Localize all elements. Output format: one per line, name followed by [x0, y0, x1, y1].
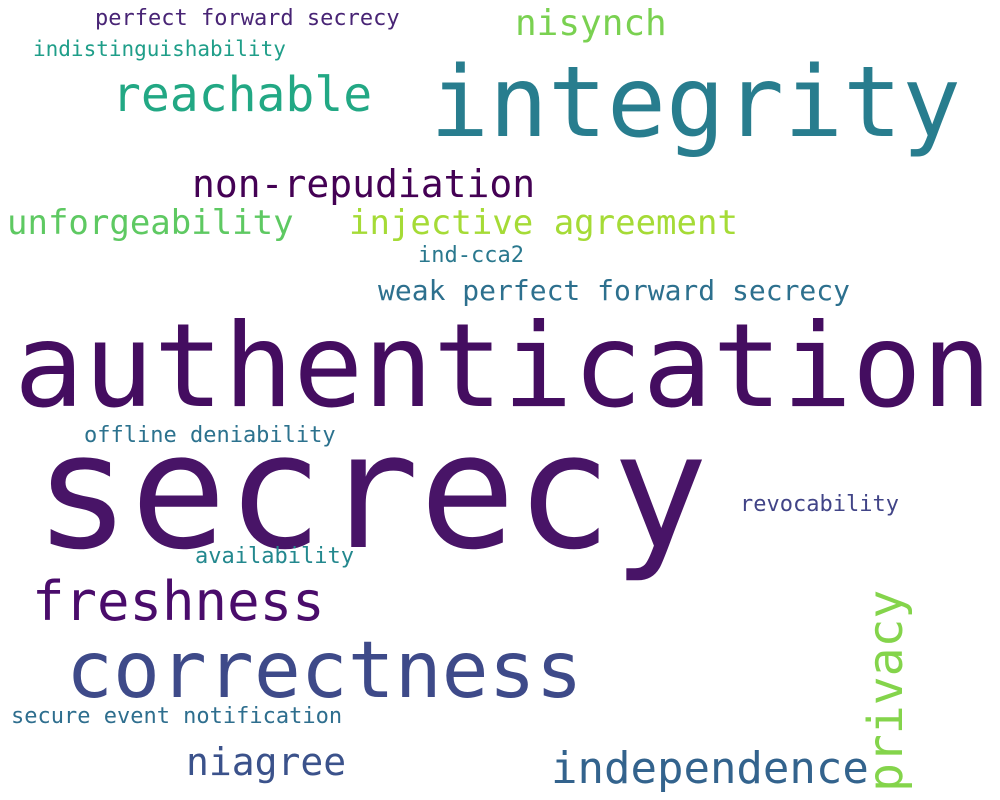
word-privacy: privacy	[858, 589, 914, 792]
word-revocability: revocability	[740, 492, 899, 517]
word-correctness: correctness	[66, 626, 583, 716]
word-nisynch: nisynch	[515, 3, 667, 44]
word-non-repudiation: non-repudiation	[192, 162, 536, 206]
word-authentication: authentication	[14, 299, 992, 434]
word-secure-event-notification: secure event notification	[11, 704, 343, 729]
word-weak-perfect-forward-secrecy: weak perfect forward secrecy	[378, 274, 851, 307]
word-secrecy: secrecy	[34, 398, 709, 585]
word-freshness: freshness	[32, 570, 325, 633]
word-ind-cca2: ind-cca2	[418, 243, 524, 268]
word-availability: availability	[195, 544, 354, 569]
word-reachable: reachable	[112, 67, 373, 123]
word-independence: independence	[551, 743, 869, 794]
word-perfect-forward-secrecy: perfect forward secrecy	[95, 6, 400, 31]
word-unforgeability: unforgeability	[7, 203, 294, 243]
word-niagree: niagree	[186, 740, 347, 784]
word-indistinguishability: indistinguishability	[33, 37, 286, 61]
word-injective-agreement: injective agreement	[349, 203, 738, 243]
word-offline-deniability: offline deniability	[84, 423, 336, 448]
word-integrity: integrity	[430, 46, 962, 160]
